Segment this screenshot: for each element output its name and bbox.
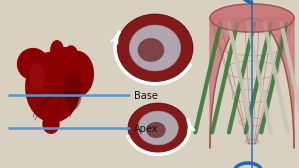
Ellipse shape	[138, 38, 164, 62]
Ellipse shape	[17, 48, 49, 80]
Ellipse shape	[129, 25, 181, 71]
Ellipse shape	[117, 14, 193, 82]
Ellipse shape	[25, 51, 81, 123]
Ellipse shape	[210, 4, 294, 32]
Ellipse shape	[29, 63, 45, 91]
Ellipse shape	[52, 47, 78, 73]
Ellipse shape	[64, 70, 82, 110]
Ellipse shape	[50, 40, 64, 60]
Text: Apex: Apex	[134, 124, 158, 134]
Ellipse shape	[60, 51, 94, 97]
Ellipse shape	[42, 114, 60, 134]
Ellipse shape	[146, 122, 166, 138]
Text: Base: Base	[134, 91, 158, 101]
Ellipse shape	[128, 103, 188, 153]
Ellipse shape	[138, 111, 178, 145]
Ellipse shape	[64, 45, 78, 63]
Ellipse shape	[210, 4, 294, 32]
Polygon shape	[210, 18, 294, 148]
